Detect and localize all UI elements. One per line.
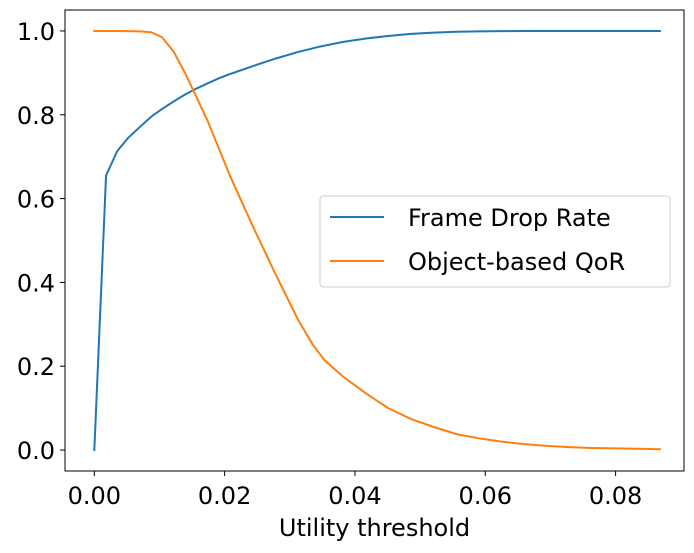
y-tick-label: 1.0 [17, 18, 55, 46]
x-tick-label: 0.08 [589, 482, 642, 510]
y-tick-label: 0.2 [17, 353, 55, 381]
x-axis-label: Utility threshold [279, 514, 470, 542]
x-tick-label: 0.00 [68, 482, 121, 510]
legend-label-object-based-qor: Object-based QoR [408, 248, 625, 276]
y-tick-label: 0.0 [17, 437, 55, 465]
ticks-layer: 0.00 0.02 0.04 0.06 0.08 0.0 0.2 0.4 0.6 0.8 1.0 [17, 18, 642, 510]
y-tick-label: 0.4 [17, 269, 55, 297]
legend-box [319, 195, 671, 288]
plot-frame [64, 9, 685, 472]
series-layer [93, 29, 661, 452]
x-tick-label: 0.06 [459, 482, 512, 510]
x-tick-label: 0.02 [198, 482, 251, 510]
x-tick-label: 0.04 [328, 482, 381, 510]
y-tick-label: 0.8 [17, 102, 55, 130]
y-tick-label: 0.6 [17, 186, 55, 214]
legend: Frame Drop Rate Object-based QoR [319, 195, 671, 288]
legend-label-frame-drop-rate: Frame Drop Rate [408, 204, 611, 232]
series-line-object-based-qor [93, 29, 661, 451]
series-line-frame-drop-rate [93, 29, 661, 452]
